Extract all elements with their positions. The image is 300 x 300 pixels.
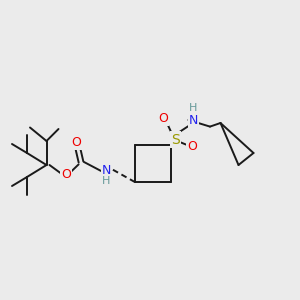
Text: N: N: [102, 164, 111, 178]
Text: O: O: [72, 136, 81, 149]
Text: N: N: [189, 113, 198, 127]
Text: O: O: [159, 112, 168, 125]
Text: O: O: [61, 167, 71, 181]
Text: H: H: [189, 103, 198, 113]
Text: H: H: [102, 176, 111, 187]
Text: S: S: [171, 133, 180, 146]
Text: O: O: [187, 140, 197, 154]
